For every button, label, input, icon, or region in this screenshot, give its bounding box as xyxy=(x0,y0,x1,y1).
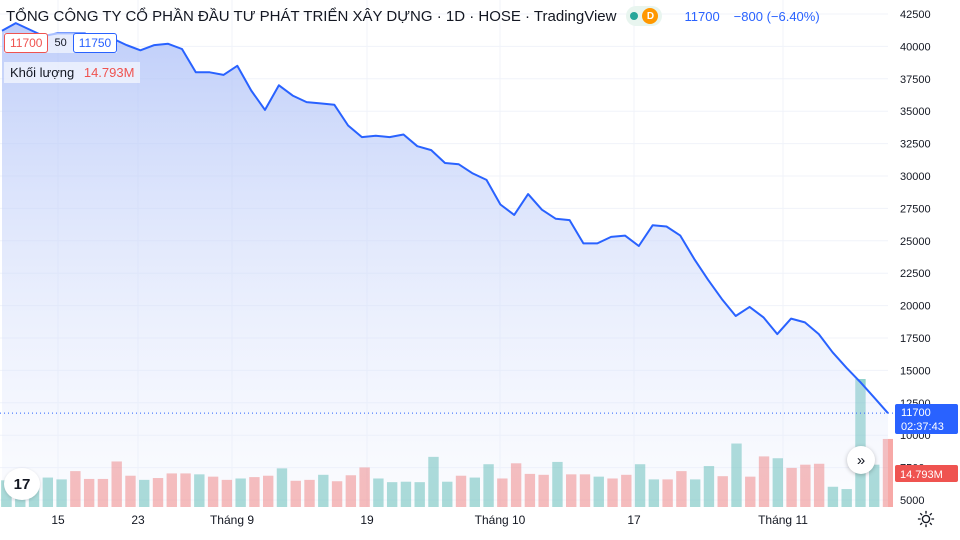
volume-legend-label: Khối lượng xyxy=(10,65,75,80)
price-axis-tick: 30000 xyxy=(900,171,931,183)
volume-tag-value: 14.793M xyxy=(900,469,943,481)
price-axis-tick: 17500 xyxy=(900,333,931,345)
last-price-tag-value: 11700 xyxy=(901,407,931,419)
price-axis-tick: 22500 xyxy=(900,268,931,280)
price-axis-tick: 35000 xyxy=(900,106,931,118)
ask-box[interactable]: 11750 xyxy=(72,33,118,53)
interval-badge: D xyxy=(642,8,659,24)
market-open-dot-icon xyxy=(630,12,639,20)
volume-legend-value: 14.793M xyxy=(83,65,135,80)
price-axis-tick: 15000 xyxy=(900,365,931,377)
time-axis-tick: Tháng 11 xyxy=(758,513,808,527)
symbol-title: TỔNG CÔNG TY CỔ PHẦN ĐẦU TƯ PHÁT TRIỂN X… xyxy=(6,7,617,25)
time-axis-tick: Tháng 9 xyxy=(210,513,254,527)
last-price: 11700 xyxy=(684,8,720,24)
price-axis-tick: 25000 xyxy=(900,236,931,248)
volume-legend: Khối lượng 14.793M xyxy=(4,62,141,83)
price-line xyxy=(1,22,889,414)
last-price-tag xyxy=(895,404,958,434)
price-area-fill xyxy=(2,23,888,507)
price-axis-tick: 5000 xyxy=(900,495,924,507)
bid-box[interactable]: 11700 xyxy=(4,33,49,53)
time-axis-tick: 15 xyxy=(51,513,65,527)
price-axis-tick: 37500 xyxy=(900,74,931,86)
settings-gear-icon[interactable] xyxy=(917,510,935,528)
time-axis-tick: Tháng 10 xyxy=(475,513,526,527)
symbol-header: TỔNG CÔNG TY CỔ PHẦN ĐẦU TƯ PHÁT TRIỂN X… xyxy=(6,6,820,26)
price-axis-tick: 27500 xyxy=(900,203,931,215)
price-axis-tick: 20000 xyxy=(900,301,931,313)
price-change: −800 (−6.40%) xyxy=(733,8,820,24)
price-axis-tick: 40000 xyxy=(900,41,931,53)
time-axis-tick: 17 xyxy=(627,513,641,527)
bid-ask-panel: 11700 50 11750 xyxy=(4,33,118,53)
market-status-badge[interactable]: D xyxy=(626,6,663,26)
price-axis-tick: 42500 xyxy=(900,9,931,21)
spread-value: 50 xyxy=(54,37,67,49)
last-price-countdown: 02:37:43 xyxy=(901,421,944,433)
scroll-to-realtime-button[interactable]: » xyxy=(847,446,875,474)
time-axis-tick: 19 xyxy=(360,513,374,527)
volume-tag xyxy=(895,465,958,482)
price-axis-tick: 32500 xyxy=(900,139,931,151)
tradingview-logo-icon[interactable]: 17 xyxy=(4,468,40,500)
time-axis-tick: 23 xyxy=(131,513,145,527)
